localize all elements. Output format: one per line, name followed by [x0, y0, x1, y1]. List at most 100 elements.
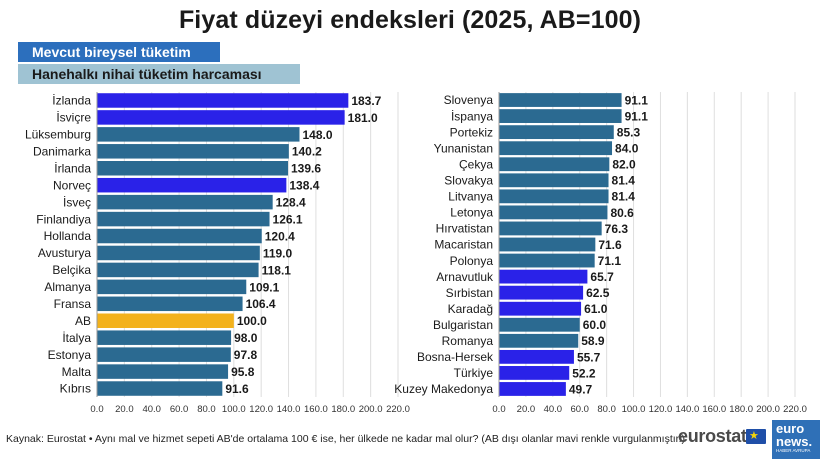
bar	[499, 333, 579, 348]
data-label: 62.5	[586, 286, 610, 300]
category-label: Arnavutluk	[436, 270, 494, 284]
x-tick-label: 160.0	[702, 404, 726, 415]
category-label: Estonya	[48, 348, 92, 362]
data-label: 148.0	[302, 128, 332, 142]
bar	[499, 285, 584, 300]
data-label: 49.7	[569, 382, 593, 396]
bar	[97, 93, 349, 108]
data-label: 81.4	[612, 190, 636, 204]
category-label: Yunanistan	[434, 141, 493, 155]
bar	[97, 194, 273, 210]
bar	[97, 279, 247, 295]
euronews-logo-line3: HABER AVRUPA	[776, 448, 811, 453]
category-label: İspanya	[451, 109, 493, 123]
data-label: 71.6	[598, 238, 622, 252]
bar	[499, 366, 570, 380]
data-label: 140.2	[292, 145, 322, 159]
x-tick-label: 20.0	[115, 404, 134, 415]
category-label: Lüksemburg	[25, 128, 91, 142]
bar	[499, 382, 566, 396]
x-tick-label: 120.0	[649, 404, 673, 415]
data-label: 119.0	[263, 246, 293, 260]
x-tick-label: 100.0	[622, 404, 646, 415]
data-label: 126.1	[273, 212, 303, 226]
data-label: 128.4	[276, 196, 306, 210]
data-label: 76.3	[605, 222, 629, 236]
category-label: Finlandiya	[36, 212, 91, 226]
data-label: 71.1	[598, 254, 622, 268]
data-label: 65.7	[590, 270, 614, 284]
bar	[97, 110, 345, 125]
eurostat-logo: eurostat	[678, 426, 747, 446]
category-label: Portekiz	[450, 125, 493, 139]
bar	[97, 211, 270, 227]
x-tick-label: 220.0	[386, 404, 410, 415]
x-tick-label: 160.0	[304, 404, 328, 415]
category-label: Polonya	[450, 254, 494, 268]
data-label: 80.6	[610, 206, 634, 220]
bar	[499, 269, 588, 284]
category-label: Sırbistan	[446, 286, 493, 300]
category-label: Türkiye	[454, 366, 494, 380]
category-label: AB	[75, 314, 91, 328]
bar	[97, 330, 232, 345]
category-label: İrlanda	[54, 161, 91, 175]
bar	[499, 157, 610, 172]
bar	[97, 144, 289, 159]
bar	[97, 177, 287, 193]
legend-item-household-expenditure: Hanehalkı nihai tüketim harcaması	[18, 64, 300, 84]
data-label: 52.2	[572, 366, 596, 380]
category-label: Bosna-Hersek	[417, 350, 494, 364]
bar	[97, 228, 262, 244]
bar	[499, 253, 595, 268]
x-tick-label: 0.0	[492, 404, 505, 415]
x-tick-label: 200.0	[756, 404, 780, 415]
data-label: 95.8	[231, 365, 255, 379]
category-label: Kıbrıs	[60, 382, 91, 396]
data-label: 97.8	[234, 348, 258, 362]
data-label: 91.1	[625, 93, 649, 107]
bar	[97, 313, 234, 328]
data-label: 81.4	[612, 174, 636, 188]
bar	[499, 301, 582, 316]
chart-title: Fiyat düzeyi endeksleri (2025, AB=100)	[178, 6, 642, 34]
data-label: 91.1	[625, 109, 649, 123]
x-tick-label: 220.0	[783, 404, 807, 415]
bar	[499, 237, 596, 252]
legend-item-individual-consumption: Mevcut bireysel tüketim	[18, 42, 220, 62]
x-tick-label: 140.0	[277, 404, 301, 415]
bar	[499, 189, 609, 204]
data-label: 61.0	[584, 302, 608, 316]
category-label: Slovenya	[444, 93, 494, 107]
bar	[499, 317, 580, 332]
x-tick-label: 60.0	[170, 404, 189, 415]
x-tick-label: 100.0	[222, 404, 246, 415]
category-label: Hırvatistan	[436, 222, 493, 236]
x-tick-label: 20.0	[517, 404, 536, 415]
data-label: 118.1	[262, 263, 292, 277]
data-label: 91.6	[225, 382, 249, 396]
x-tick-label: 180.0	[729, 404, 753, 415]
category-label: Hollanda	[44, 229, 92, 243]
bar	[97, 381, 223, 396]
x-tick-label: 40.0	[142, 404, 161, 415]
data-label: 82.0	[612, 158, 636, 172]
data-label: 183.7	[351, 94, 381, 108]
euronews-logo-line1: euro	[776, 421, 805, 436]
category-label: Kuzey Makedonya	[394, 382, 493, 396]
bar	[499, 173, 609, 188]
x-tick-label: 200.0	[359, 404, 383, 415]
x-tick-label: 140.0	[675, 404, 699, 415]
category-label: İsviçre	[56, 111, 91, 125]
x-tick-label: 60.0	[570, 404, 589, 415]
bar	[97, 296, 243, 312]
data-label: 181.0	[348, 111, 378, 125]
euronews-logo-line2: news.	[776, 434, 813, 449]
category-label: Letonya	[450, 206, 493, 220]
x-tick-label: 80.0	[597, 404, 616, 415]
bar	[97, 127, 300, 142]
data-label: 139.6	[291, 162, 321, 176]
category-label: İtalya	[62, 331, 91, 345]
category-label: İsveç	[63, 195, 91, 209]
